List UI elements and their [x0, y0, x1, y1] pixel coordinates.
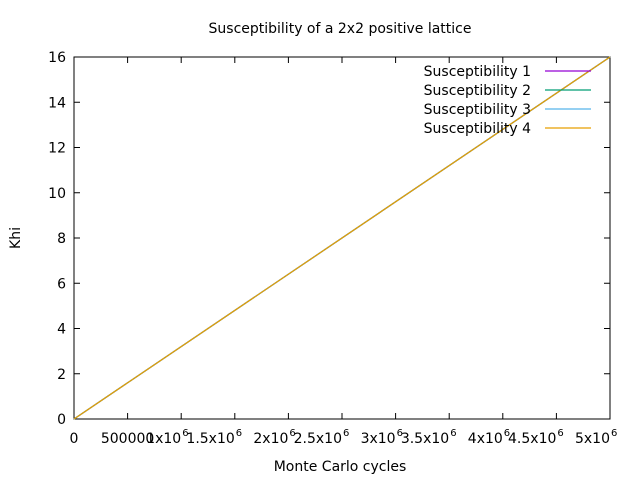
y-axis-label: Khi	[8, 227, 24, 249]
x-tick-label: 2x10	[253, 431, 288, 447]
x-tick-exponent: 6	[450, 428, 456, 439]
x-tick-exponent: 6	[343, 428, 349, 439]
y-tick-label: 10	[48, 186, 66, 202]
x-tick-label: 3.5x10	[401, 431, 449, 447]
x-tick-label: 3x10	[361, 431, 396, 447]
x-tick-label: 1x10	[146, 431, 181, 447]
x-axis-label: Monte Carlo cycles	[274, 459, 407, 475]
x-tick-exponent: 6	[611, 428, 617, 439]
y-tick-label: 0	[57, 412, 66, 428]
y-tick-label: 16	[48, 50, 66, 66]
x-tick-exponent: 6	[504, 428, 510, 439]
y-tick-label: 8	[57, 231, 66, 247]
x-tick-label: 500000	[101, 431, 154, 447]
y-tick-label: 12	[48, 141, 66, 157]
legend-label-1: Susceptibility 1	[424, 64, 531, 80]
y-tick-label: 2	[57, 367, 66, 383]
legend-label-4: Susceptibility 4	[424, 121, 531, 137]
x-tick-label: 5x10	[575, 431, 610, 447]
x-tick-exponent: 6	[182, 428, 188, 439]
series-line-4	[73, 56, 611, 420]
x-tick-exponent: 6	[289, 428, 295, 439]
x-tick-label: 2.5x10	[294, 431, 342, 447]
chart-title: Susceptibility of a 2x2 positive lattice	[209, 21, 472, 37]
legend: Susceptibility 1 Susceptibility 2 Suscepti…	[424, 64, 591, 137]
y-tick-label: 6	[57, 276, 66, 292]
x-tick-exponent: 6	[557, 428, 563, 439]
x-tick-label: 1.5x10	[186, 431, 234, 447]
x-tick-label: 4x10	[468, 431, 503, 447]
series-lines	[73, 56, 611, 420]
y-tick-label: 14	[48, 95, 66, 111]
y-tick-label: 4	[57, 322, 66, 338]
x-tick-label: 4.5x10	[508, 431, 556, 447]
legend-label-2: Susceptibility 2	[424, 83, 531, 99]
x-tick-label: 0	[70, 431, 79, 447]
x-tick-exponent: 6	[236, 428, 242, 439]
legend-label-3: Susceptibility 3	[424, 102, 531, 118]
x-tick-exponent: 6	[397, 428, 403, 439]
